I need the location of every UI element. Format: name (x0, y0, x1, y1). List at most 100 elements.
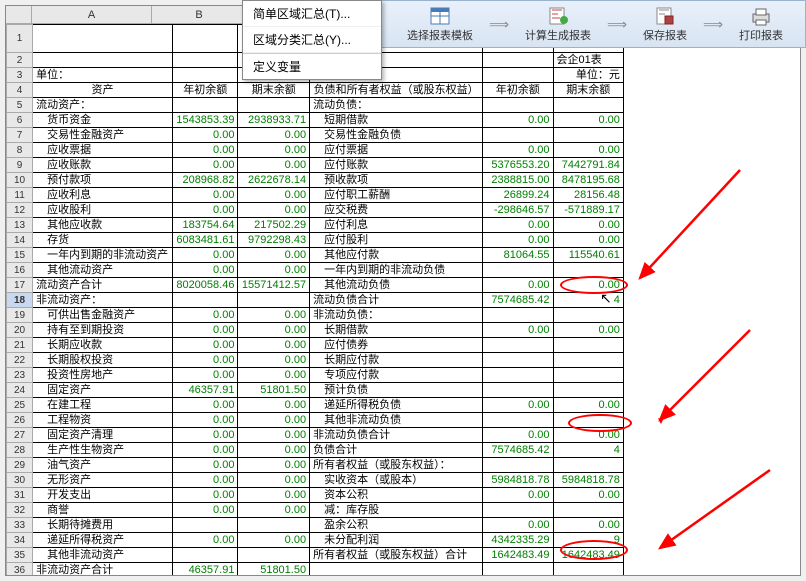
liability-year-start[interactable]: 7574685.42 (483, 293, 553, 308)
liability-year-start[interactable] (483, 128, 553, 143)
asset-year-end[interactable]: 0.00 (238, 533, 310, 548)
cell[interactable] (623, 533, 799, 548)
liability-year-start[interactable] (483, 413, 553, 428)
asset-year-start[interactable]: 0.00 (172, 488, 238, 503)
liability-label[interactable]: 专项应付款 (310, 368, 483, 383)
asset-year-end[interactable] (238, 518, 310, 533)
asset-year-end[interactable]: 0.00 (238, 398, 310, 413)
asset-year-end[interactable]: 0.00 (238, 443, 310, 458)
row-number[interactable]: 26 (7, 413, 33, 428)
asset-year-end[interactable]: 0.00 (238, 413, 310, 428)
asset-year-end[interactable]: 0.00 (238, 368, 310, 383)
liability-year-end[interactable] (553, 368, 623, 383)
asset-year-start[interactable] (172, 548, 238, 563)
asset-year-end[interactable] (238, 98, 310, 113)
cell[interactable] (623, 248, 799, 263)
asset-label[interactable]: 非流动资产合计 (33, 563, 173, 576)
liability-label[interactable]: 其他应付款 (310, 248, 483, 263)
sheet-name[interactable]: 会企01表 (553, 53, 623, 68)
cell[interactable] (623, 68, 799, 83)
asset-year-end[interactable]: 0.00 (238, 503, 310, 518)
asset-year-start[interactable]: 0.00 (172, 368, 238, 383)
liability-year-end[interactable]: 0.00 (553, 233, 623, 248)
asset-year-end[interactable]: 0.00 (238, 338, 310, 353)
row-number[interactable]: 34 (7, 533, 33, 548)
row-number[interactable]: 7 (7, 128, 33, 143)
row-number[interactable]: 17 (7, 278, 33, 293)
cell[interactable] (623, 113, 799, 128)
liability-year-end[interactable]: 5984818.78 (553, 473, 623, 488)
liability-label[interactable]: 流动负债： (310, 98, 483, 113)
row-number[interactable]: 18 (7, 293, 33, 308)
liability-label[interactable]: 预收款项 (310, 173, 483, 188)
row-number[interactable]: 30 (7, 473, 33, 488)
row-number[interactable]: 16 (7, 263, 33, 278)
row-number[interactable]: 35 (7, 548, 33, 563)
asset-label[interactable]: 交易性金融资产 (33, 128, 173, 143)
asset-label[interactable]: 其他非流动资产 (33, 548, 173, 563)
cell[interactable] (623, 188, 799, 203)
liability-label[interactable]: 应付账款 (310, 158, 483, 173)
asset-label[interactable]: 非流动资产： (33, 293, 173, 308)
asset-label[interactable]: 固定资产清理 (33, 428, 173, 443)
liability-year-start[interactable]: 26899.24 (483, 188, 553, 203)
asset-year-start[interactable]: 0.00 (172, 188, 238, 203)
asset-year-start[interactable]: 0.00 (172, 398, 238, 413)
cell[interactable] (623, 323, 799, 338)
row-number[interactable]: 25 (7, 398, 33, 413)
liability-label[interactable]: 应付票据 (310, 143, 483, 158)
liability-label[interactable]: 递延所得税负债 (310, 398, 483, 413)
liability-label[interactable]: 流动负债合计 (310, 293, 483, 308)
cell[interactable] (623, 308, 799, 323)
asset-label[interactable]: 持有至到期投资 (33, 323, 173, 338)
cell[interactable] (33, 53, 173, 68)
asset-year-end[interactable]: 217502.29 (238, 218, 310, 233)
asset-year-start[interactable]: 0.00 (172, 323, 238, 338)
print-report-button[interactable]: 打印报表 (739, 6, 783, 43)
asset-year-start[interactable]: 208968.82 (172, 173, 238, 188)
row-number[interactable]: 2 (7, 53, 33, 68)
cell[interactable] (623, 53, 799, 68)
cell[interactable] (623, 428, 799, 443)
liability-label[interactable]: 减：库存股 (310, 503, 483, 518)
asset-year-start[interactable] (172, 518, 238, 533)
row-number[interactable]: 20 (7, 323, 33, 338)
cell[interactable] (623, 278, 799, 293)
liability-label[interactable]: 长期应付款 (310, 353, 483, 368)
liability-year-end[interactable]: 4 (553, 443, 623, 458)
row-number[interactable]: 10 (7, 173, 33, 188)
cell[interactable] (623, 548, 799, 563)
col-header[interactable]: 负债和所有者权益（或股东权益） (310, 83, 483, 98)
liability-year-end[interactable] (553, 503, 623, 518)
liability-year-start[interactable]: 0.00 (483, 233, 553, 248)
liability-year-end[interactable]: 1642483.49 (553, 548, 623, 563)
asset-label[interactable]: 应收股利 (33, 203, 173, 218)
liability-year-end[interactable]: 0.00 (553, 428, 623, 443)
liability-label[interactable]: 负债合计 (310, 443, 483, 458)
liability-year-start[interactable] (483, 263, 553, 278)
liability-year-start[interactable]: 81064.55 (483, 248, 553, 263)
menu-define-var[interactable]: 定义变量 (243, 53, 381, 79)
asset-year-end[interactable]: 0.00 (238, 128, 310, 143)
liability-label[interactable]: 应付职工薪酬 (310, 188, 483, 203)
cell[interactable] (33, 25, 173, 53)
liability-year-end[interactable] (553, 413, 623, 428)
col-header[interactable]: 年初余额 (483, 83, 553, 98)
asset-year-start[interactable] (172, 98, 238, 113)
liability-year-start[interactable] (483, 338, 553, 353)
liability-label[interactable]: 应交税费 (310, 203, 483, 218)
cell[interactable] (623, 128, 799, 143)
liability-year-start[interactable]: 0.00 (483, 518, 553, 533)
asset-year-start[interactable]: 0.00 (172, 338, 238, 353)
asset-year-end[interactable]: 51801.50 (238, 383, 310, 398)
liability-label[interactable]: 非流动负债合计 (310, 428, 483, 443)
cell[interactable] (172, 53, 238, 68)
asset-label[interactable]: 应收账款 (33, 158, 173, 173)
liability-label[interactable]: 短期借款 (310, 113, 483, 128)
asset-year-end[interactable]: 2938933.71 (238, 113, 310, 128)
asset-year-end[interactable]: 0.00 (238, 488, 310, 503)
cell[interactable] (623, 83, 799, 98)
asset-year-start[interactable]: 0.00 (172, 353, 238, 368)
cell[interactable] (623, 383, 799, 398)
cell[interactable] (623, 473, 799, 488)
